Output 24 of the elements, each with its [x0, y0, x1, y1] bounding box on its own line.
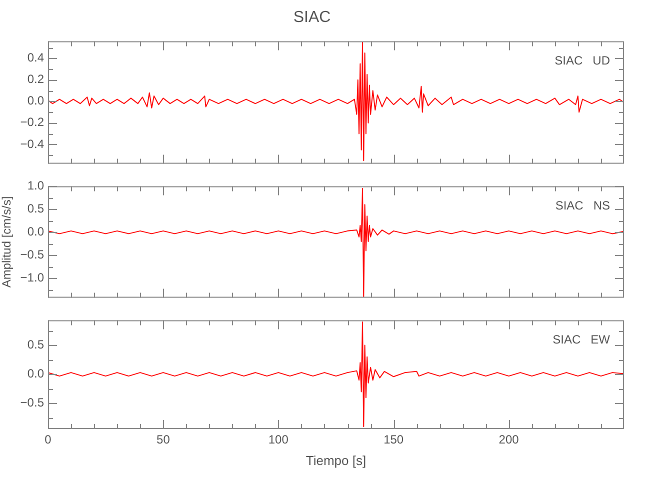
y-tick-label: 0.5: [27, 202, 44, 216]
y-tick-label: 0.0: [27, 94, 44, 108]
x-tick-label: 100: [268, 432, 289, 447]
annotation: SIAC NS: [555, 198, 610, 213]
y-tick-label: 0.0: [27, 366, 44, 381]
y-tick-label: −0.5: [20, 396, 44, 410]
x-tick-label: 200: [498, 432, 520, 447]
y-tick-label: −0.5: [20, 248, 44, 262]
chart-title: SIAC: [293, 9, 331, 26]
y-tick-label: 0.2: [27, 72, 44, 86]
y-tick-label: 0.4: [27, 50, 44, 65]
y-tick-label: 0.5: [27, 338, 44, 352]
annotation: SIAC UD: [554, 54, 610, 68]
x-axis-title: Tiempo [s]: [306, 452, 366, 468]
y-tick-label: −0.2: [20, 115, 44, 130]
x-tick-label: 0: [44, 432, 52, 447]
x-tick-label: 150: [384, 432, 404, 447]
y-tick-label: 1.0: [27, 178, 44, 193]
y-tick-label: 0.0: [27, 224, 44, 239]
y-tick-label: −0.4: [20, 136, 44, 151]
annotation: SIAC EW: [552, 332, 611, 347]
y-axis-title: Amplitud [cm/s/s]: [0, 196, 14, 288]
y-tick-label: −1.0: [20, 270, 44, 285]
x-tick-label: 50: [156, 432, 170, 447]
